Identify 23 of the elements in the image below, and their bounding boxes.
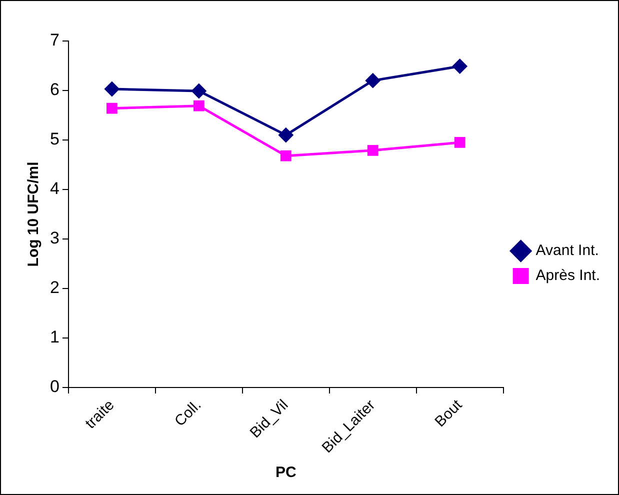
- point: [106, 102, 118, 114]
- y-tick-label: 7: [50, 30, 60, 50]
- point: [278, 128, 294, 143]
- point: [365, 73, 380, 88]
- y-tick-label: 3: [50, 228, 60, 248]
- y-tick-label: 6: [50, 80, 60, 100]
- y-tick-label: 5: [50, 130, 60, 149]
- y-tick-label: 2: [50, 278, 60, 298]
- x-axis-title: PC: [275, 464, 296, 482]
- y-tick-label: 4: [50, 179, 60, 198]
- legend-label: Après Int.: [536, 267, 600, 284]
- point: [452, 58, 468, 74]
- y-tick-label: 0: [50, 377, 60, 396]
- y-tick-label: 1: [50, 328, 60, 347]
- point: [454, 137, 466, 148]
- x-tick-label: Coll.: [171, 396, 205, 430]
- legend-label: Avant Int.: [536, 242, 599, 260]
- y-axis-title: Log 10 UFC/ml: [25, 162, 42, 267]
- point: [367, 144, 378, 156]
- point: [104, 82, 120, 97]
- point: [280, 150, 292, 162]
- point: [191, 83, 206, 98]
- point: [193, 100, 204, 112]
